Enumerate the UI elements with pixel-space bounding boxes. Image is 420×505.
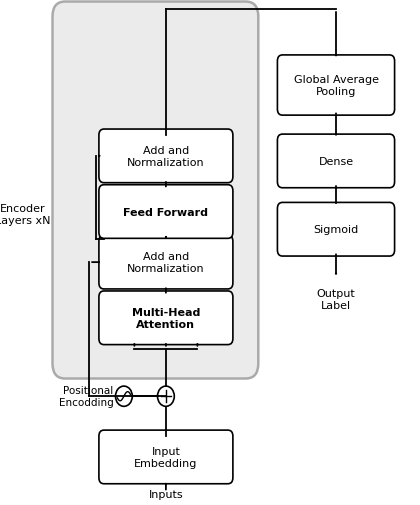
Text: Feed Forward: Feed Forward — [123, 207, 208, 217]
FancyBboxPatch shape — [99, 291, 233, 345]
Text: Sigmoid: Sigmoid — [313, 225, 359, 235]
FancyBboxPatch shape — [99, 430, 233, 484]
Text: Add and
Normalization: Add and Normalization — [127, 146, 205, 167]
FancyBboxPatch shape — [278, 203, 395, 257]
FancyBboxPatch shape — [99, 130, 233, 183]
Text: Output
Label: Output Label — [317, 288, 355, 310]
Text: Add and
Normalization: Add and Normalization — [127, 252, 205, 273]
FancyBboxPatch shape — [52, 3, 258, 379]
Text: Encoder
Layers xN: Encoder Layers xN — [0, 204, 51, 225]
Text: Multi-Head
Attention: Multi-Head Attention — [132, 308, 200, 329]
FancyBboxPatch shape — [278, 56, 395, 116]
Text: Input
Embedding: Input Embedding — [134, 446, 197, 468]
FancyBboxPatch shape — [278, 135, 395, 188]
Text: Dense: Dense — [318, 157, 354, 167]
FancyBboxPatch shape — [99, 236, 233, 289]
Text: Positional
Encodding: Positional Encodding — [59, 386, 113, 407]
FancyBboxPatch shape — [99, 185, 233, 239]
Circle shape — [116, 386, 132, 407]
Text: Global Average
Pooling: Global Average Pooling — [294, 75, 378, 96]
Text: Inputs: Inputs — [149, 489, 183, 499]
Circle shape — [158, 386, 174, 407]
